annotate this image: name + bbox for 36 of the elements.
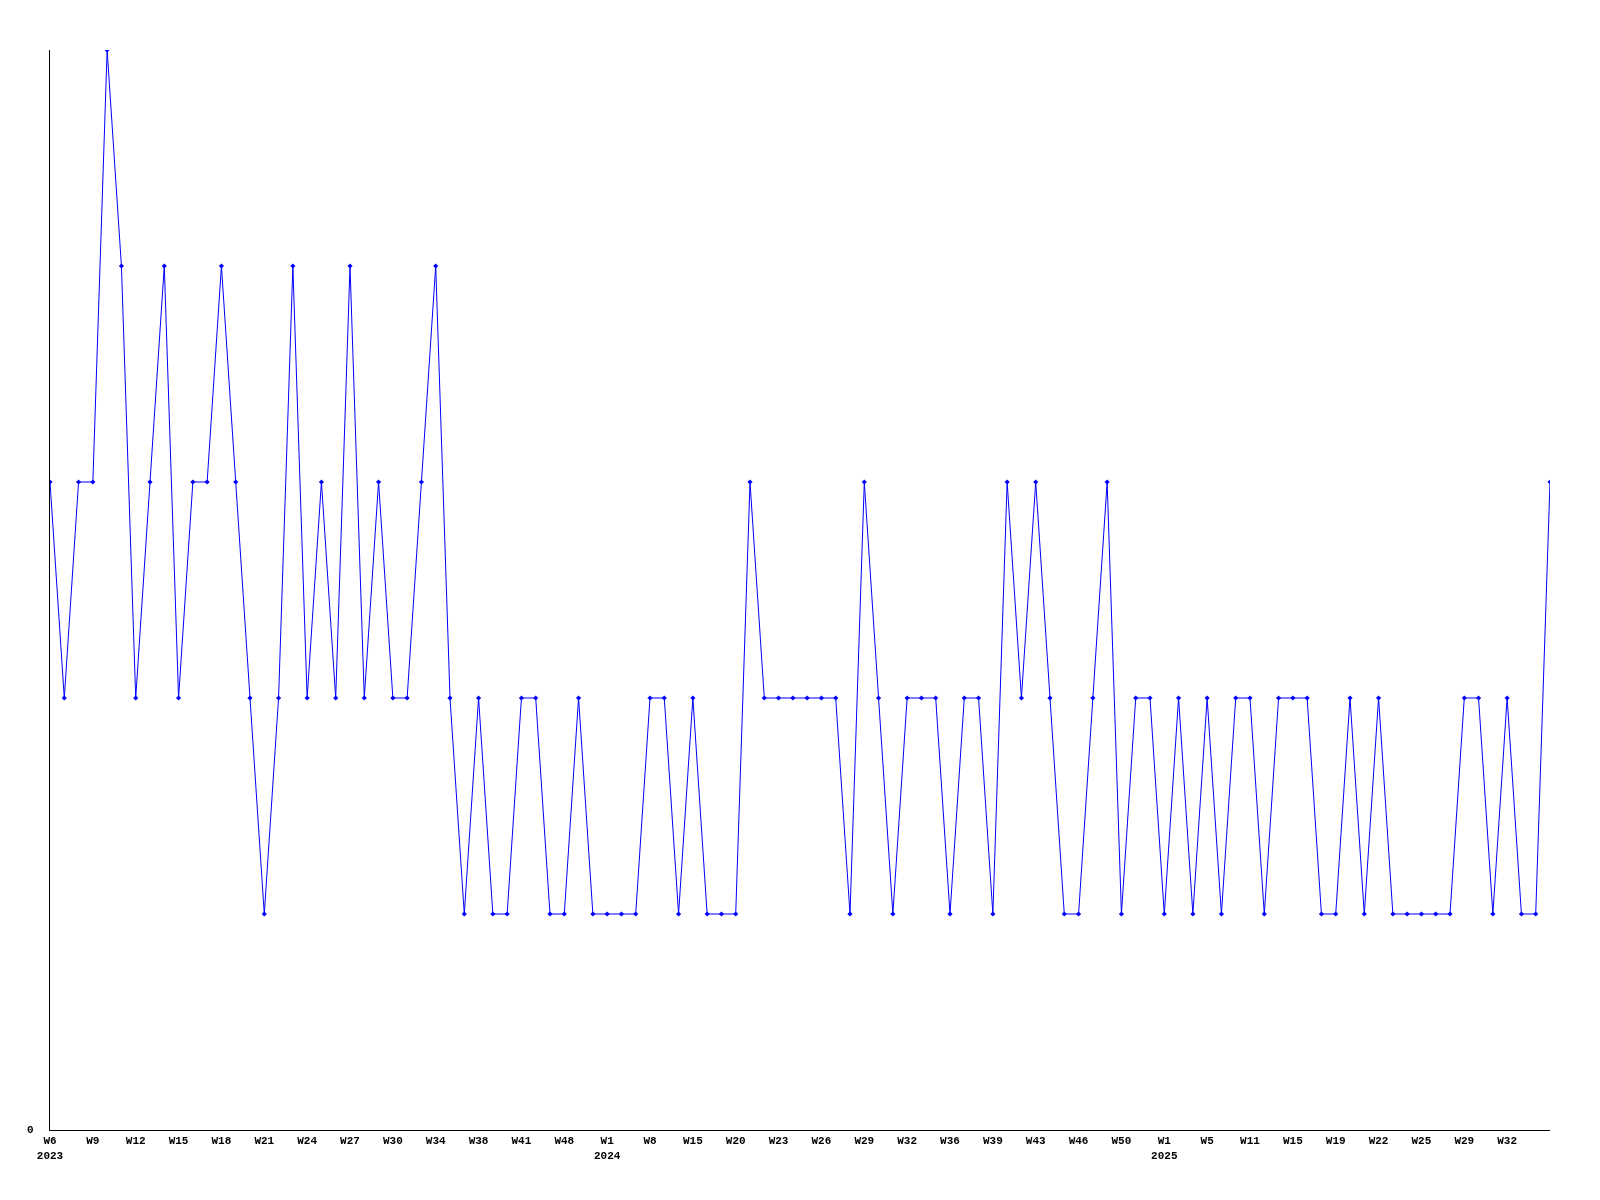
x-tick-label: W5 [1200,1135,1215,1148]
x-tick-label: W18 [211,1135,232,1148]
x-tick-label: W15 [168,1135,189,1148]
x-tick-label: W43 [1025,1135,1047,1148]
x-tick-label: W8 [643,1135,657,1148]
x-tick-label: W9 [86,1135,100,1148]
x-tick-label: W46 [1068,1135,1089,1148]
x-tick-label: W30 [382,1135,403,1148]
x-tick-label: W32 [897,1135,918,1148]
x-tick-label: W1 2025 [1151,1135,1178,1162]
x-tick-label: W32 [1497,1135,1518,1148]
x-tick-label: W29 [1454,1135,1475,1148]
x-tick-label: W50 [1111,1135,1132,1148]
x-tick-label: W24 [297,1135,318,1148]
x-tick-label: W1 2024 [593,1135,621,1162]
x-tick-label: W29 [854,1135,875,1148]
x-tick-label: W12 [125,1135,146,1148]
x-tick-label: W6 2023 [36,1135,64,1162]
x-tick-label: W19 [1325,1135,1346,1148]
x-tick-label: W27 [340,1135,360,1148]
x-tick-label: W25 [1411,1135,1432,1148]
x-tick-label: W21 [254,1135,275,1148]
x-tick-label: W15 [1282,1135,1304,1148]
x-tick-label: W41 [511,1135,532,1148]
text: 0 [27,1124,34,1136]
x-tick-label: W39 [982,1135,1003,1148]
x-tick-label: W22 [1368,1135,1389,1148]
x-tick-label: W36 [940,1135,960,1148]
x-tick-label: W20 [725,1135,746,1148]
x-tick-label: W23 [768,1135,789,1148]
x-tick-label: W38 [468,1135,489,1148]
x-tick-label: W15 [682,1135,704,1148]
x-tick-label: W34 [425,1135,447,1148]
x-tick-label: W26 [811,1135,832,1148]
x-tick-label: W11 [1240,1135,1261,1148]
x-tick-label: W48 [554,1135,575,1148]
